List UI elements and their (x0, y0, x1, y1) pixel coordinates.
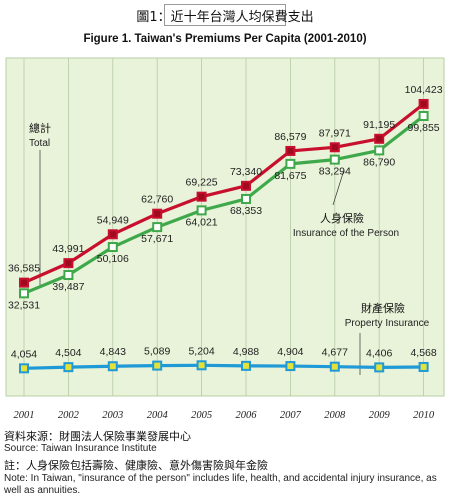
series-legend: 總計 Total 人身保險 Insurance of the Person 財產保險 Pr… (29, 121, 430, 375)
x-tick-label-2006: 2006 (236, 410, 258, 421)
data-label-total-2009: 91,195 (363, 119, 395, 131)
data-label-insurance-of-the-person-2002: 39,487 (52, 281, 84, 293)
point-property-insurance-2004 (152, 360, 163, 371)
data-label-total-2007: 86,579 (274, 131, 306, 143)
data-label-property-insurance-2001: 4,054 (11, 348, 37, 360)
point-total-2006 (241, 180, 251, 191)
data-label-insurance-of-the-person-2004: 57,671 (141, 233, 173, 245)
data-label-total-2004: 62,760 (141, 194, 173, 206)
point-property-insurance-2006 (241, 360, 251, 371)
point-insurance-of-the-person-2005 (196, 205, 207, 216)
data-label-total-2005: 69,225 (186, 177, 218, 189)
legend-label-cn-insurance-of-the-person: 人身保險 (320, 211, 364, 225)
point-property-insurance-2007 (285, 361, 296, 372)
point-property-insurance-2005 (196, 360, 207, 371)
data-label-total-2006: 73,340 (230, 166, 262, 178)
series-line-insurance-of-the-person (23, 114, 425, 295)
x-tick-label-2007: 2007 (280, 410, 302, 421)
point-total-2008 (329, 142, 340, 153)
point-insurance-of-the-person-2003 (107, 242, 118, 253)
x-tick-label-2008: 2008 (324, 410, 346, 421)
x-tick-label-2004: 2004 (147, 410, 169, 421)
point-insurance-of-the-person-2001 (19, 288, 29, 299)
line-chart: 總計 Total 人身保險 Insurance of the Person 財產保險 Pr… (5, 57, 445, 421)
figure-title-cn: 圖1：近十年台灣人均保費支出 (136, 4, 314, 26)
x-tick-label-2010: 2010 (413, 410, 435, 421)
legend-leader-insurance-of-the-person (332, 169, 345, 206)
point-insurance-of-the-person-2009 (374, 145, 385, 156)
point-property-insurance-2009 (374, 362, 385, 373)
data-label-total-2002: 43,991 (52, 243, 84, 255)
plot-area (5, 57, 445, 397)
data-label-property-insurance-2002: 4,504 (55, 347, 81, 359)
data-label-total-2010: 104,423 (405, 84, 443, 96)
point-insurance-of-the-person-2008 (329, 154, 340, 165)
point-insurance-of-the-person-2007 (285, 158, 296, 169)
data-label-insurance-of-the-person-2008: 83,294 (319, 166, 351, 178)
note-en: Note: In Taiwan, "insurance of the perso… (4, 473, 437, 496)
data-labels: 36,585 43,991 54,949 62,760 69,225 73,340 86,5… (8, 84, 443, 360)
data-label-insurance-of-the-person-2003: 50,106 (97, 253, 129, 265)
data-label-insurance-of-the-person-2006: 68,353 (230, 205, 262, 217)
data-label-property-insurance-2005: 5,204 (188, 345, 214, 357)
data-label-insurance-of-the-person-2001: 32,531 (8, 299, 40, 311)
chart-title: Figure 1. Taiwan's Premiums Per Capita (… (83, 33, 367, 45)
point-property-insurance-2008 (329, 361, 340, 372)
data-label-total-2008: 87,971 (319, 127, 351, 139)
series-line-total (23, 102, 425, 285)
legend-label-en-total: Total (29, 138, 50, 149)
x-tick-label-2002: 2002 (58, 410, 80, 421)
x-tick-label-2009: 2009 (369, 410, 391, 421)
point-property-insurance-2002 (63, 362, 74, 373)
data-label-property-insurance-2006: 4,988 (233, 346, 259, 358)
data-label-insurance-of-the-person-2005: 64,021 (186, 216, 218, 228)
series-line-property-insurance (23, 363, 424, 370)
legend-label-cn-total: 總計 (29, 121, 51, 135)
x-axis: 2001 2002 2003 2004 2005 2006 2007 2008 2009 2010 (14, 410, 435, 421)
point-total-2004 (152, 208, 163, 219)
note-cn: 註：人身保險包括壽險、健康險、意外傷害險與年金險 (4, 459, 268, 472)
point-insurance-of-the-person-2002 (63, 269, 74, 280)
data-label-property-insurance-2009: 4,406 (366, 347, 392, 359)
series-lines (19, 98, 429, 374)
point-total-2001 (19, 277, 29, 288)
point-insurance-of-the-person-2006 (241, 193, 251, 204)
point-total-2007 (285, 145, 296, 156)
point-insurance-of-the-person-2004 (152, 222, 163, 233)
data-label-total-2003: 54,949 (97, 214, 129, 226)
data-label-insurance-of-the-person-2010: 99,855 (408, 122, 440, 134)
source-cn: 資料來源：財團法人保險事業發展中心 (4, 430, 191, 443)
point-property-insurance-2001 (19, 363, 29, 374)
legend-label-en-property-insurance: Property Insurance (345, 318, 430, 329)
data-label-insurance-of-the-person-2009: 86,790 (363, 156, 395, 168)
point-total-2003 (107, 229, 118, 240)
point-total-2005 (196, 191, 207, 202)
legend-label-en-insurance-of-the-person: Insurance of the Person (293, 228, 399, 239)
point-total-2002 (63, 258, 74, 269)
data-label-property-insurance-2010: 4,568 (410, 347, 436, 359)
x-tick-label-2005: 2005 (191, 410, 212, 421)
legend-label-cn-property-insurance: 財產保險 (361, 301, 405, 315)
point-insurance-of-the-person-2010 (418, 110, 429, 121)
data-label-property-insurance-2004: 5,089 (144, 346, 170, 358)
point-total-2010 (418, 98, 429, 109)
point-property-insurance-2010 (418, 361, 429, 372)
x-tick-label-2001: 2001 (14, 410, 35, 421)
source-en: Source: Taiwan Insurance Institute (4, 443, 157, 454)
data-label-property-insurance-2003: 4,843 (100, 346, 126, 358)
data-label-total-2001: 36,585 (8, 263, 40, 275)
data-label-property-insurance-2008: 4,677 (322, 347, 348, 359)
data-label-insurance-of-the-person-2007: 81,675 (274, 170, 306, 182)
data-label-property-insurance-2007: 4,904 (277, 346, 303, 358)
point-property-insurance-2003 (107, 361, 118, 372)
x-tick-label-2003: 2003 (102, 410, 123, 421)
point-total-2009 (374, 133, 385, 144)
